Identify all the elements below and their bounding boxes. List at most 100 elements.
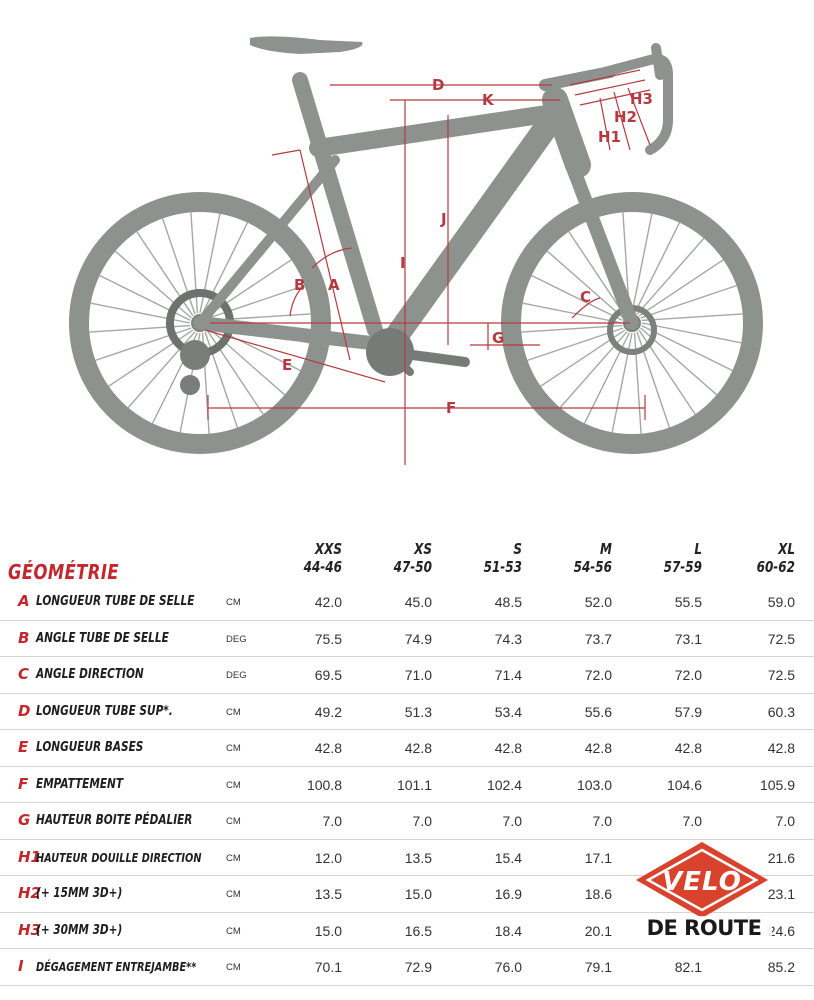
value-cell: 13.5 (314, 886, 342, 902)
size-range: 60-62 (756, 558, 795, 576)
value-cell: 105.9 (759, 776, 795, 793)
value-cell: 18.4 (494, 922, 522, 939)
size-range: 54-56 (573, 558, 612, 576)
dimension-lines (204, 69, 651, 465)
dim-label-j: J (440, 210, 447, 228)
value-cell: 104.6 (666, 776, 702, 793)
value-cell: 74.3 (494, 630, 522, 647)
dim-label-g: G (492, 329, 504, 347)
spoke (546, 250, 624, 319)
size-code: M (600, 540, 612, 558)
row-letter: F (18, 774, 29, 793)
size-column-s: S 51-53 (458, 540, 522, 576)
value-cell: 7.0 (502, 813, 522, 829)
table-row: B ANGLE TUBE DE SELLE DEG 75.5 74.9 74.3 73.7 7… (0, 621, 814, 657)
dim-label-c: C (580, 288, 591, 306)
saddle (250, 36, 363, 54)
value-cell: 52.0 (584, 594, 612, 610)
spoke (136, 231, 194, 317)
table-row: C ANGLE DIRECTION DEG 69.5 71.0 71.4 72.0 72.0 7… (0, 657, 814, 694)
dim-label-k: K (482, 91, 495, 109)
dimension-letters: A B C D E F G H1 H2 H3 I J K (282, 76, 653, 417)
spoke (638, 259, 724, 317)
spoke (127, 331, 196, 409)
value-cell: 42.8 (404, 740, 432, 756)
value-cell: 72.5 (767, 630, 795, 647)
size-range: 57-59 (663, 558, 702, 576)
value-cell: 12.0 (314, 849, 342, 866)
value-cell: 18.6 (584, 886, 612, 902)
row-label: (+ 30MM 3D+) (36, 921, 123, 938)
size-range: 51-53 (483, 558, 522, 576)
value-cell: 79.1 (584, 959, 612, 975)
value-cell: 7.0 (592, 813, 612, 829)
value-cell: 7.0 (412, 813, 432, 829)
dim-label-e: E (282, 356, 292, 374)
spoke (636, 331, 671, 428)
spoke (641, 313, 743, 322)
dim-label-h1: H1 (598, 128, 621, 146)
value-cell: 7.0 (682, 813, 702, 829)
size-column-xxs: XXS 44-46 (278, 540, 342, 576)
table-row: D LONGUEUR TUBE SUP*. CM 49.2 51.3 53.4 55.6 57… (0, 694, 814, 730)
value-cell: 72.0 (584, 667, 612, 683)
spoke (108, 329, 194, 387)
row-letter: H2 (18, 884, 41, 902)
value-cell: 60.3 (767, 703, 795, 720)
table-row: A LONGUEUR TUBE DE SELLE CM 42.0 45.0 48.5 52.… (0, 584, 814, 621)
row-unit: CM (226, 816, 241, 827)
spoke (521, 324, 623, 333)
spoke (522, 302, 623, 324)
table-row: F EMPATTEMENT CM 100.8 101.1 102.4 103.0 104.6 1… (0, 767, 814, 803)
frame (193, 43, 673, 357)
row-unit: CM (226, 852, 241, 864)
table-row: G HAUTEUR BOITE PÉDALIER CM 7.0 7.0 7.0 7.0 7.0… (0, 803, 814, 840)
dim-label-b: B (294, 276, 305, 294)
row-unit: DEG (226, 633, 247, 645)
row-letter: D (18, 701, 31, 720)
velo-de-route-watermark: VELO DE ROUTE (630, 840, 775, 960)
value-cell: 72.5 (767, 667, 795, 683)
spoke (531, 274, 623, 322)
row-label: ANGLE TUBE DE SELLE (36, 629, 169, 646)
geometry-table: GÉOMÉTRIE XXS 44-46 XS 47-50 S 51-53 M 5… (0, 532, 814, 986)
value-cell: 101.1 (396, 776, 432, 793)
value-cell: 42.8 (584, 740, 612, 756)
row-letter: B (18, 628, 30, 647)
size-column-xs: XS 47-50 (368, 540, 432, 576)
value-cell: 82.1 (674, 959, 702, 975)
dim-label-h3: H3 (630, 90, 653, 108)
value-cell: 70.1 (314, 959, 342, 975)
value-cell: 71.4 (494, 667, 522, 683)
size-range: 47-50 (393, 558, 432, 576)
value-cell: 45.0 (404, 594, 432, 610)
value-cell: 42.8 (314, 740, 342, 756)
row-unit: CM (226, 962, 241, 973)
row-label: LONGUEUR TUBE SUP*. (36, 702, 173, 719)
value-cell: 73.1 (674, 630, 702, 647)
watermark-subtitle: DE ROUTE (636, 916, 772, 940)
table-row: H2 (+ 15MM 3D+) CM 13.5 15.0 16.9 18.6 23.1 (0, 876, 814, 913)
dim-label-i: I (400, 254, 406, 272)
size-range: 44-46 (303, 558, 342, 576)
row-letter: H3 (18, 920, 41, 939)
value-cell: 74.9 (404, 630, 432, 647)
row-letter: I (18, 957, 24, 975)
table-row: H1 HAUTEUR DOUILLE DIRECTION CM 12.0 13.5 15.… (0, 840, 814, 876)
value-cell: 76.0 (494, 959, 522, 975)
value-cell: 42.8 (494, 740, 522, 756)
dim-label-a: A (328, 276, 340, 294)
crankset (366, 328, 470, 376)
table-title: GÉOMÉTRIE (8, 560, 119, 584)
value-cell: 15.0 (314, 922, 342, 939)
table-row: E LONGUEUR BASES CM 42.8 42.8 42.8 42.8 42.8 42.… (0, 730, 814, 767)
value-cell: 42.8 (674, 740, 702, 756)
value-cell: 72.9 (404, 959, 432, 975)
row-letter: G (18, 811, 31, 829)
dim-label-d: D (432, 76, 444, 94)
row-unit: DEG (226, 670, 247, 681)
row-label: EMPATTEMENT (36, 775, 124, 792)
table-body: A LONGUEUR TUBE DE SELLE CM 42.0 45.0 48.5 52.… (0, 584, 814, 986)
value-cell: 49.2 (314, 703, 342, 720)
row-unit: CM (226, 706, 241, 718)
